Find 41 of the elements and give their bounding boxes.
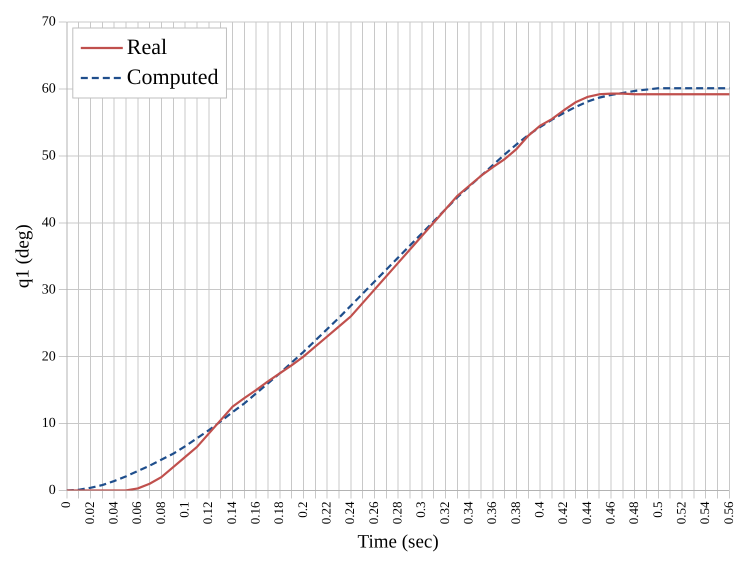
x-tick-label: 0.24: [342, 500, 358, 524]
y-tick-label: 50: [42, 148, 56, 164]
x-tick-label: 0.18: [271, 501, 286, 524]
x-tick-label: 0.12: [200, 501, 216, 524]
x-tick-label: 0.1: [176, 501, 192, 518]
x-tick-label: 0.46: [602, 500, 618, 524]
y-tick-label: 30: [42, 282, 56, 298]
x-tick-label: 0.48: [626, 501, 642, 524]
y-tick-label: 0: [48, 483, 56, 498]
x-tick-label: 0.32: [436, 501, 452, 524]
x-tick-label: 0.38: [508, 501, 523, 524]
x-tick-label: 0.44: [578, 500, 594, 524]
x-tick-label: 0.36: [484, 500, 500, 524]
x-tick-label: 0.16: [248, 500, 263, 524]
x-tick-label: 0.26: [366, 500, 381, 524]
x-tick-label: 0.5: [650, 501, 665, 518]
x-tick-label: 0.08: [152, 501, 168, 524]
x-tick-label: 0.22: [318, 501, 334, 524]
x-tick-label: 0.56: [720, 500, 736, 524]
x-tick-label: 0.02: [82, 501, 97, 524]
x-tick-label: 0.52: [673, 501, 688, 524]
y-tick-label: 60: [42, 82, 56, 97]
y-tick-label: 20: [42, 349, 56, 364]
x-tick-label: 0.06: [129, 500, 144, 524]
x-tick-label: 0.2: [294, 501, 310, 518]
y-tick-label: 40: [42, 215, 56, 230]
x-tick-label: 0.04: [106, 500, 121, 524]
x-tick-label: 0.28: [390, 501, 405, 524]
legend-label: Computed: [126, 64, 218, 89]
x-tick-label: 0.42: [555, 501, 570, 524]
x-axis-title: Time (sec): [358, 532, 439, 553]
x-tick-label: 0.4: [532, 500, 547, 518]
y-tick-label: 10: [42, 416, 56, 432]
y-axis-title: q1 (deg): [12, 224, 34, 288]
y-tick-label: 70: [42, 14, 56, 30]
x-tick-label: 0.14: [224, 500, 239, 524]
legend-label: Real: [126, 34, 168, 59]
x-tick-label: 0.3: [413, 501, 428, 518]
x-tick-label: 0: [58, 501, 74, 508]
x-tick-label: 0.54: [697, 500, 712, 524]
x-tick-label: 0.34: [460, 500, 476, 524]
